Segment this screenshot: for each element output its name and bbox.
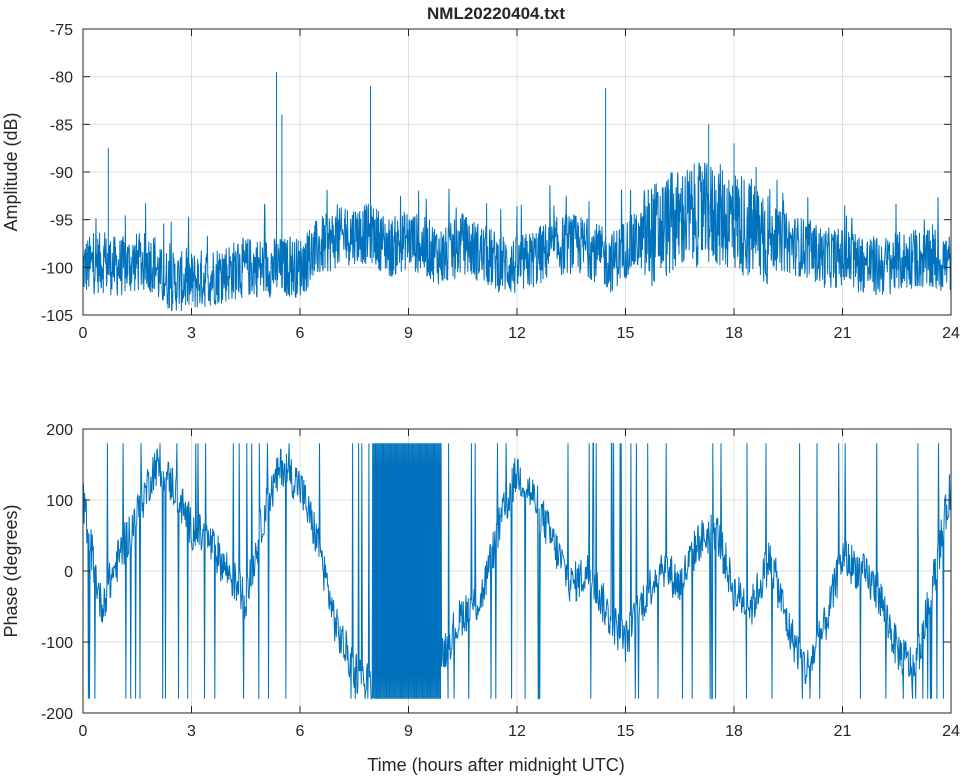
- x-tick-label: 0: [79, 723, 88, 740]
- y-tick-label: 100: [46, 493, 73, 510]
- y-tick-label: -95: [50, 213, 73, 230]
- y-tick-label: -105: [41, 308, 73, 325]
- y-tick-label: -100: [41, 260, 73, 277]
- amplitude-y-ticks: -75 -80 -85 -90 -95 -100 -105: [41, 22, 951, 325]
- x-tick-label: 21: [834, 723, 852, 740]
- phase-y-axis-label: Phase (degrees): [1, 504, 21, 637]
- x-tick-label: 24: [942, 723, 960, 740]
- x-tick-label: 24: [942, 325, 960, 342]
- x-tick-label: 15: [617, 723, 635, 740]
- time-x-axis-label: Time (hours after midnight UTC): [367, 755, 624, 775]
- x-tick-label: 6: [296, 723, 305, 740]
- y-tick-label: 0: [64, 564, 73, 581]
- y-tick-label: 200: [46, 422, 73, 439]
- amplitude-line: [82, 162, 952, 312]
- amplitude-series: [82, 71, 952, 312]
- amplitude-x-ticks: 0 3 6 9 12 15 18 21 24: [79, 29, 960, 342]
- phase-y-ticks: 200 100 0 -100 -200: [41, 422, 951, 723]
- chart-title: NML20220404.txt: [427, 4, 565, 23]
- y-tick-label: -100: [41, 635, 73, 652]
- amplitude-panel: 0 3 6 9 12 15 18 21 24 -75 -80 -85 -90 -95 -100 -105 N…: [1, 4, 960, 342]
- phase-x-ticks: 0 3 6 9 12 15 18 21 24: [79, 429, 960, 740]
- x-tick-label: 3: [187, 325, 196, 342]
- x-tick-label: 9: [404, 325, 413, 342]
- x-tick-label: 12: [508, 325, 526, 342]
- x-tick-label: 15: [617, 325, 635, 342]
- x-tick-label: 9: [404, 723, 413, 740]
- x-tick-label: 3: [187, 723, 196, 740]
- x-tick-label: 6: [296, 325, 305, 342]
- x-tick-label: 21: [834, 325, 852, 342]
- phase-panel: 0 3 6 9 12 15 18 21 24 200 100 0 -100 -200 Time (hou…: [1, 422, 960, 775]
- amplitude-y-axis-label: Amplitude (dB): [1, 112, 21, 231]
- x-tick-label: 18: [725, 325, 743, 342]
- phase-line: [82, 442, 952, 700]
- y-tick-label: -80: [50, 70, 73, 87]
- y-tick-label: -90: [50, 165, 73, 182]
- x-tick-label: 12: [508, 723, 526, 740]
- x-tick-label: 0: [79, 325, 88, 342]
- x-tick-label: 18: [725, 723, 743, 740]
- y-tick-label: -85: [50, 117, 73, 134]
- y-tick-label: -200: [41, 706, 73, 723]
- phase-series: [82, 442, 952, 700]
- y-tick-label: -75: [50, 22, 73, 39]
